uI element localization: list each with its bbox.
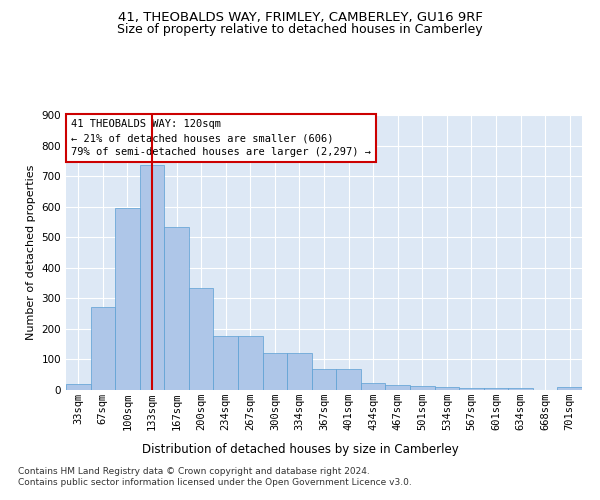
Bar bbox=[484, 388, 508, 390]
Bar bbox=[115, 208, 140, 390]
Bar bbox=[66, 384, 91, 390]
Bar bbox=[140, 166, 164, 390]
Bar bbox=[385, 384, 410, 390]
Bar bbox=[434, 387, 459, 390]
Bar bbox=[508, 388, 533, 390]
Text: Distribution of detached houses by size in Camberley: Distribution of detached houses by size … bbox=[142, 442, 458, 456]
Text: 41 THEOBALDS WAY: 120sqm
← 21% of detached houses are smaller (606)
79% of semi-: 41 THEOBALDS WAY: 120sqm ← 21% of detach… bbox=[71, 119, 371, 157]
Bar bbox=[410, 386, 434, 390]
Bar bbox=[238, 336, 263, 390]
Bar bbox=[214, 336, 238, 390]
Bar bbox=[312, 369, 336, 390]
Text: Contains HM Land Registry data © Crown copyright and database right 2024.
Contai: Contains HM Land Registry data © Crown c… bbox=[18, 468, 412, 487]
Bar bbox=[361, 384, 385, 390]
Bar bbox=[557, 387, 582, 390]
Bar bbox=[336, 369, 361, 390]
Bar bbox=[189, 288, 214, 390]
Y-axis label: Number of detached properties: Number of detached properties bbox=[26, 165, 36, 340]
Bar bbox=[91, 307, 115, 390]
Bar bbox=[164, 226, 189, 390]
Text: 41, THEOBALDS WAY, FRIMLEY, CAMBERLEY, GU16 9RF: 41, THEOBALDS WAY, FRIMLEY, CAMBERLEY, G… bbox=[118, 11, 482, 24]
Bar bbox=[459, 388, 484, 390]
Text: Size of property relative to detached houses in Camberley: Size of property relative to detached ho… bbox=[117, 22, 483, 36]
Bar bbox=[263, 354, 287, 390]
Bar bbox=[287, 354, 312, 390]
